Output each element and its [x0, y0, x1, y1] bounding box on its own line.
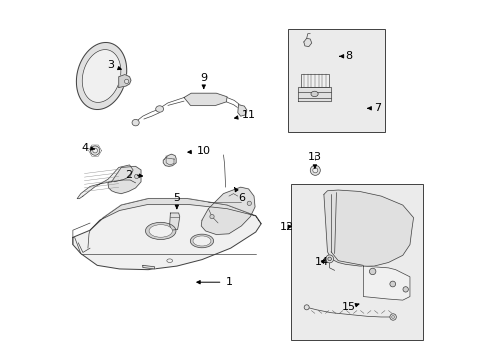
- Text: 6: 6: [235, 188, 245, 203]
- Ellipse shape: [247, 201, 251, 206]
- Ellipse shape: [390, 314, 396, 320]
- Polygon shape: [119, 75, 131, 87]
- Ellipse shape: [313, 168, 318, 173]
- Ellipse shape: [403, 287, 408, 292]
- Bar: [291, 184, 422, 339]
- Polygon shape: [143, 265, 155, 269]
- Polygon shape: [298, 87, 331, 101]
- Ellipse shape: [135, 174, 139, 179]
- Ellipse shape: [326, 255, 334, 263]
- Text: 7: 7: [368, 103, 381, 113]
- Ellipse shape: [132, 120, 139, 126]
- Text: 3: 3: [107, 60, 121, 70]
- Polygon shape: [170, 213, 180, 230]
- Text: 10: 10: [188, 146, 211, 156]
- Ellipse shape: [369, 268, 376, 275]
- Polygon shape: [90, 199, 261, 230]
- Ellipse shape: [124, 79, 129, 84]
- Polygon shape: [300, 74, 329, 87]
- Text: 2: 2: [125, 170, 143, 180]
- Ellipse shape: [91, 146, 100, 155]
- Polygon shape: [364, 266, 410, 300]
- Text: 14: 14: [315, 257, 329, 267]
- Ellipse shape: [156, 106, 164, 112]
- Ellipse shape: [167, 259, 172, 262]
- Polygon shape: [163, 154, 176, 166]
- Polygon shape: [82, 50, 121, 102]
- Ellipse shape: [193, 236, 211, 246]
- Ellipse shape: [304, 305, 309, 310]
- Polygon shape: [304, 39, 312, 46]
- Polygon shape: [184, 93, 227, 105]
- Ellipse shape: [328, 257, 331, 261]
- Text: 12: 12: [280, 222, 294, 231]
- Polygon shape: [324, 190, 414, 266]
- Bar: [288, 30, 385, 132]
- Text: 1: 1: [197, 277, 232, 287]
- Polygon shape: [108, 166, 141, 194]
- Text: 5: 5: [173, 193, 180, 209]
- Text: 4: 4: [82, 143, 95, 153]
- Ellipse shape: [146, 222, 176, 239]
- Text: 8: 8: [340, 51, 353, 61]
- Polygon shape: [201, 187, 255, 234]
- Ellipse shape: [310, 165, 320, 175]
- Polygon shape: [73, 199, 261, 270]
- Polygon shape: [77, 165, 133, 199]
- Ellipse shape: [149, 225, 172, 237]
- Text: 13: 13: [308, 152, 322, 168]
- Ellipse shape: [210, 215, 214, 219]
- Ellipse shape: [93, 148, 98, 153]
- Polygon shape: [238, 105, 247, 116]
- Polygon shape: [76, 42, 127, 109]
- Ellipse shape: [190, 234, 214, 248]
- Text: 11: 11: [235, 111, 256, 121]
- Ellipse shape: [311, 91, 318, 96]
- Text: 9: 9: [200, 73, 207, 89]
- Text: 15: 15: [342, 302, 359, 312]
- Ellipse shape: [390, 281, 395, 287]
- Ellipse shape: [392, 316, 394, 319]
